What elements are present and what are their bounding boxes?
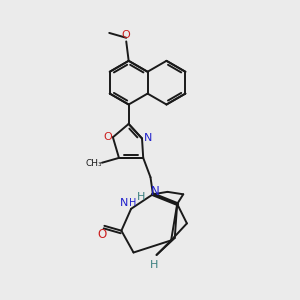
Text: H: H bbox=[136, 192, 145, 202]
Text: N: N bbox=[144, 134, 152, 143]
Text: O: O bbox=[104, 132, 112, 142]
Text: N: N bbox=[151, 185, 160, 198]
Text: N: N bbox=[120, 198, 128, 208]
Text: O: O bbox=[97, 228, 106, 241]
Text: O: O bbox=[122, 30, 130, 40]
Text: H: H bbox=[129, 198, 136, 208]
Text: CH₃: CH₃ bbox=[85, 160, 102, 169]
Text: H: H bbox=[150, 260, 158, 270]
